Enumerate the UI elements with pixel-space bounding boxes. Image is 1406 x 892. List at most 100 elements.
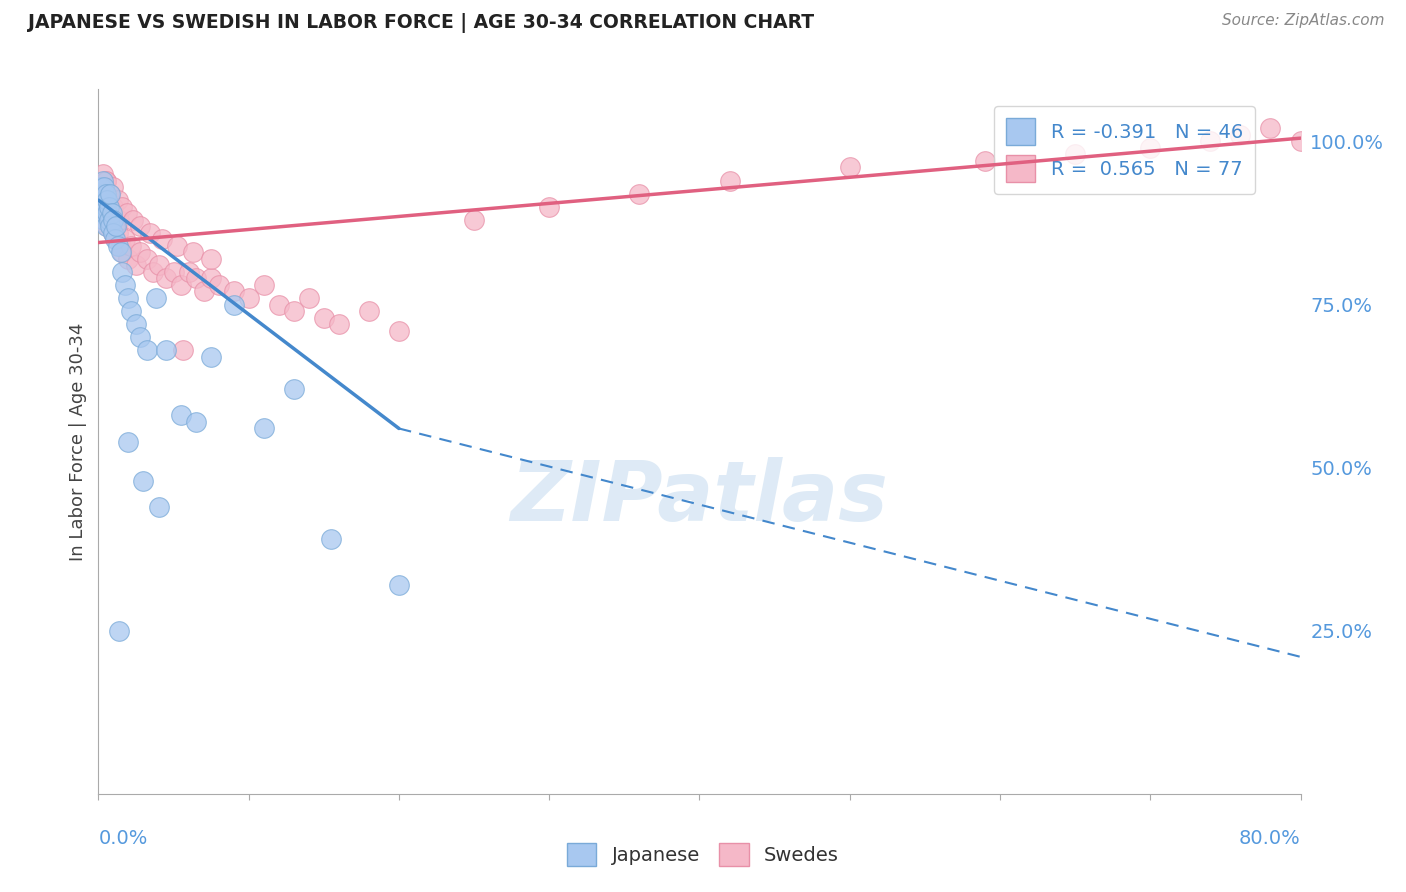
Point xyxy=(125,259,148,273)
Point xyxy=(107,239,129,253)
Point xyxy=(100,219,122,234)
Point xyxy=(100,186,122,201)
Point xyxy=(100,219,122,234)
Point xyxy=(94,200,117,214)
Point xyxy=(103,212,125,227)
Point xyxy=(107,193,129,207)
Point xyxy=(357,304,380,318)
Point xyxy=(91,173,114,187)
Point xyxy=(101,206,124,220)
Point xyxy=(1199,135,1222,149)
Point xyxy=(105,232,128,246)
Text: JAPANESE VS SWEDISH IN LABOR FORCE | AGE 30-34 CORRELATION CHART: JAPANESE VS SWEDISH IN LABOR FORCE | AGE… xyxy=(28,13,814,33)
Point xyxy=(93,180,115,194)
Point xyxy=(321,533,343,547)
Point xyxy=(129,219,152,234)
Point xyxy=(111,200,134,214)
Point xyxy=(463,212,485,227)
Point xyxy=(718,173,741,187)
Point xyxy=(93,212,115,227)
Point xyxy=(103,200,125,214)
Point xyxy=(103,226,125,240)
Point xyxy=(90,180,112,194)
Point xyxy=(94,173,117,187)
Point xyxy=(1139,141,1161,155)
Point xyxy=(114,277,136,292)
Point xyxy=(108,212,131,227)
Point xyxy=(97,193,120,207)
Point xyxy=(1064,147,1087,161)
Point xyxy=(105,219,128,234)
Y-axis label: In Labor Force | Age 30-34: In Labor Force | Age 30-34 xyxy=(69,322,87,561)
Point xyxy=(1289,135,1312,149)
Point xyxy=(117,252,139,266)
Point xyxy=(200,350,222,364)
Point xyxy=(94,173,117,187)
Point xyxy=(283,382,305,396)
Point xyxy=(111,265,134,279)
Point xyxy=(222,297,245,311)
Point xyxy=(283,304,305,318)
Point xyxy=(129,330,152,344)
Point xyxy=(138,226,160,240)
Point xyxy=(148,259,170,273)
Point xyxy=(184,415,207,429)
Point xyxy=(172,343,194,358)
Point xyxy=(141,265,163,279)
Point xyxy=(111,245,134,260)
Point xyxy=(238,291,260,305)
Point xyxy=(89,193,111,207)
Point xyxy=(1229,128,1251,142)
Point xyxy=(107,226,129,240)
Point xyxy=(94,186,117,201)
Point xyxy=(155,271,177,285)
Legend: Japanese, Swedes: Japanese, Swedes xyxy=(560,835,846,873)
Point xyxy=(181,245,204,260)
Point xyxy=(166,239,188,253)
Point xyxy=(125,317,148,331)
Point xyxy=(121,304,143,318)
Point xyxy=(96,206,118,220)
Point xyxy=(170,277,193,292)
Text: ZIPatlas: ZIPatlas xyxy=(510,458,889,539)
Point xyxy=(110,239,132,253)
Point xyxy=(97,206,120,220)
Point xyxy=(100,200,122,214)
Text: 80.0%: 80.0% xyxy=(1239,830,1301,848)
Point xyxy=(103,226,125,240)
Point xyxy=(90,180,112,194)
Point xyxy=(155,343,177,358)
Point xyxy=(104,232,127,246)
Point xyxy=(91,206,114,220)
Point xyxy=(101,212,124,227)
Point xyxy=(93,180,115,194)
Point xyxy=(132,474,155,488)
Point xyxy=(122,212,145,227)
Point xyxy=(628,186,651,201)
Point xyxy=(110,245,132,260)
Point xyxy=(91,206,114,220)
Point xyxy=(838,161,860,175)
Point xyxy=(94,219,117,234)
Point xyxy=(121,239,143,253)
Point xyxy=(91,167,114,181)
Point xyxy=(135,252,157,266)
Point xyxy=(538,200,561,214)
Point xyxy=(974,153,997,168)
Point xyxy=(200,252,222,266)
Point xyxy=(117,291,139,305)
Text: 0.0%: 0.0% xyxy=(98,830,148,848)
Point xyxy=(96,200,118,214)
Point xyxy=(89,186,111,201)
Point xyxy=(117,434,139,449)
Point xyxy=(93,212,115,227)
Point xyxy=(177,265,200,279)
Point xyxy=(103,180,125,194)
Point xyxy=(108,624,131,638)
Point xyxy=(91,186,114,201)
Point xyxy=(129,245,152,260)
Point xyxy=(90,200,112,214)
Point xyxy=(94,193,117,207)
Point xyxy=(170,409,193,423)
Point xyxy=(150,232,173,246)
